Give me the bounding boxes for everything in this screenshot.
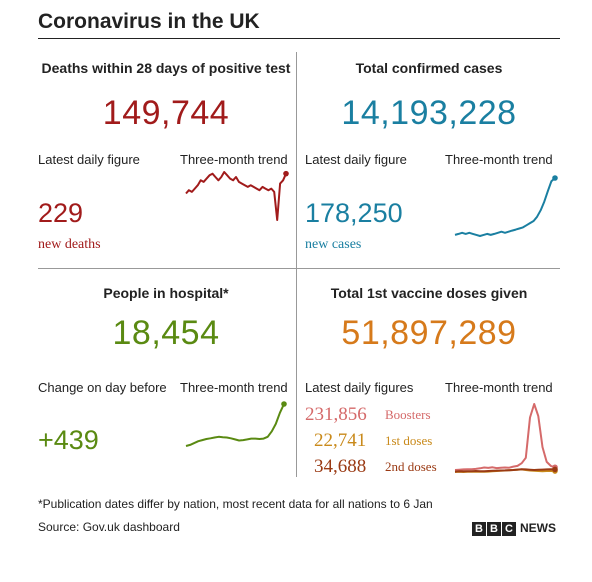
deaths-trend-label: Three-month trend [180,152,288,167]
cases-left-label: Latest daily figure [305,152,407,167]
deaths-left-label: Latest daily figure [38,152,140,167]
trend-line [185,403,285,447]
boosters-value: 231,856 [305,404,367,425]
second-doses-value: 34,688 [314,456,367,477]
trend-end-point [281,401,287,407]
deaths-heading: Deaths within 28 days of positive test [41,60,291,76]
deaths-trend-chart [185,170,289,221]
hospital-total: 18,454 [112,314,220,352]
hospital-left-label: Change on day before [38,380,167,395]
logo-letter: B [472,522,486,536]
hospital-heading: People in hospital* [103,285,229,301]
horizontal-divider [38,268,560,269]
cases-trend-label: Three-month trend [445,152,553,167]
trend-line [454,403,556,471]
deaths-daily-value: 229 [38,198,84,228]
footnote: *Publication dates differ by nation, mos… [38,497,433,511]
trend-end-point [283,170,289,177]
second-doses-label: 2nd doses [385,459,437,474]
cases-daily-value: 178,250 [305,198,403,228]
cases-trend-chart [454,175,558,237]
cases-total: 14,193,228 [341,94,517,132]
trend-end-point [552,175,558,181]
trend-line [454,177,556,237]
cases-daily-unit: new cases [305,237,362,252]
boosters-label: Boosters [385,407,431,422]
hospital-trend-label: Three-month trend [180,380,288,395]
first-doses-value: 22,741 [314,430,367,451]
deaths-total: 149,744 [102,94,230,132]
first-doses-label: 1st doses [385,433,433,448]
trend-line [185,171,287,221]
page-title: Coronavirus in the UK [38,10,260,33]
vaccine-total: 51,897,289 [341,314,517,352]
vaccine-heading: Total 1st vaccine doses given [330,285,528,301]
source: Source: Gov.uk dashboard [38,520,180,534]
trend-line [454,468,556,473]
bbc-news-logo: B B C NEWS [472,519,556,537]
deaths-daily-unit: new deaths [38,237,101,252]
vaccine-left-label: Latest daily figures [305,380,414,395]
title-rule [38,38,560,39]
hospital-daily-value: +439 [38,425,99,455]
cases-heading: Total confirmed cases [355,60,503,76]
vaccine-trend-chart [454,403,558,474]
vaccine-trend-label: Three-month trend [445,380,553,395]
logo-letter: B [487,522,501,536]
vertical-divider [296,52,297,477]
logo-letter: C [502,522,516,536]
logo-word: NEWS [520,521,556,535]
hospital-trend-chart [185,401,287,447]
trend-end-point [552,466,558,473]
